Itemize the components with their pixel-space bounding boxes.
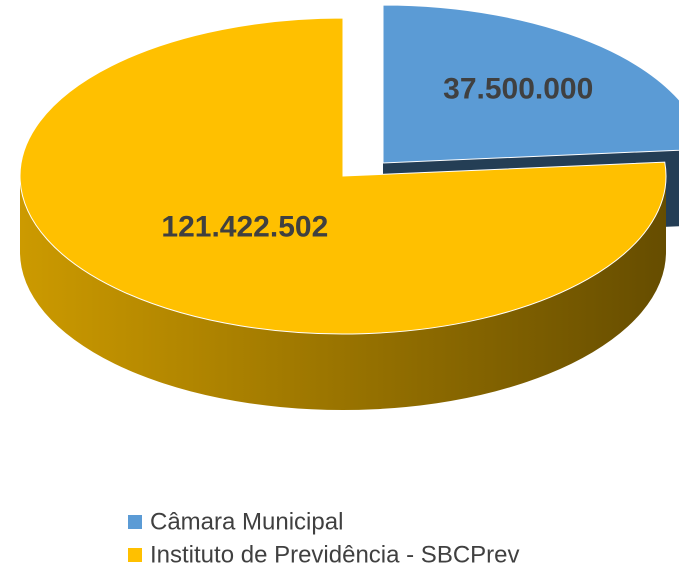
legend-label: Instituto de Previdência - SBCPrev (150, 541, 520, 568)
legend-label: Câmara Municipal (150, 508, 343, 535)
slice-side (20, 176, 666, 410)
legend-swatch (128, 515, 142, 529)
value-label: 37.500.000 (443, 73, 593, 106)
slice (382, 4, 679, 164)
legend-swatch (128, 548, 142, 562)
value-label: 121.422.502 (161, 210, 328, 243)
slice (19, 17, 667, 335)
